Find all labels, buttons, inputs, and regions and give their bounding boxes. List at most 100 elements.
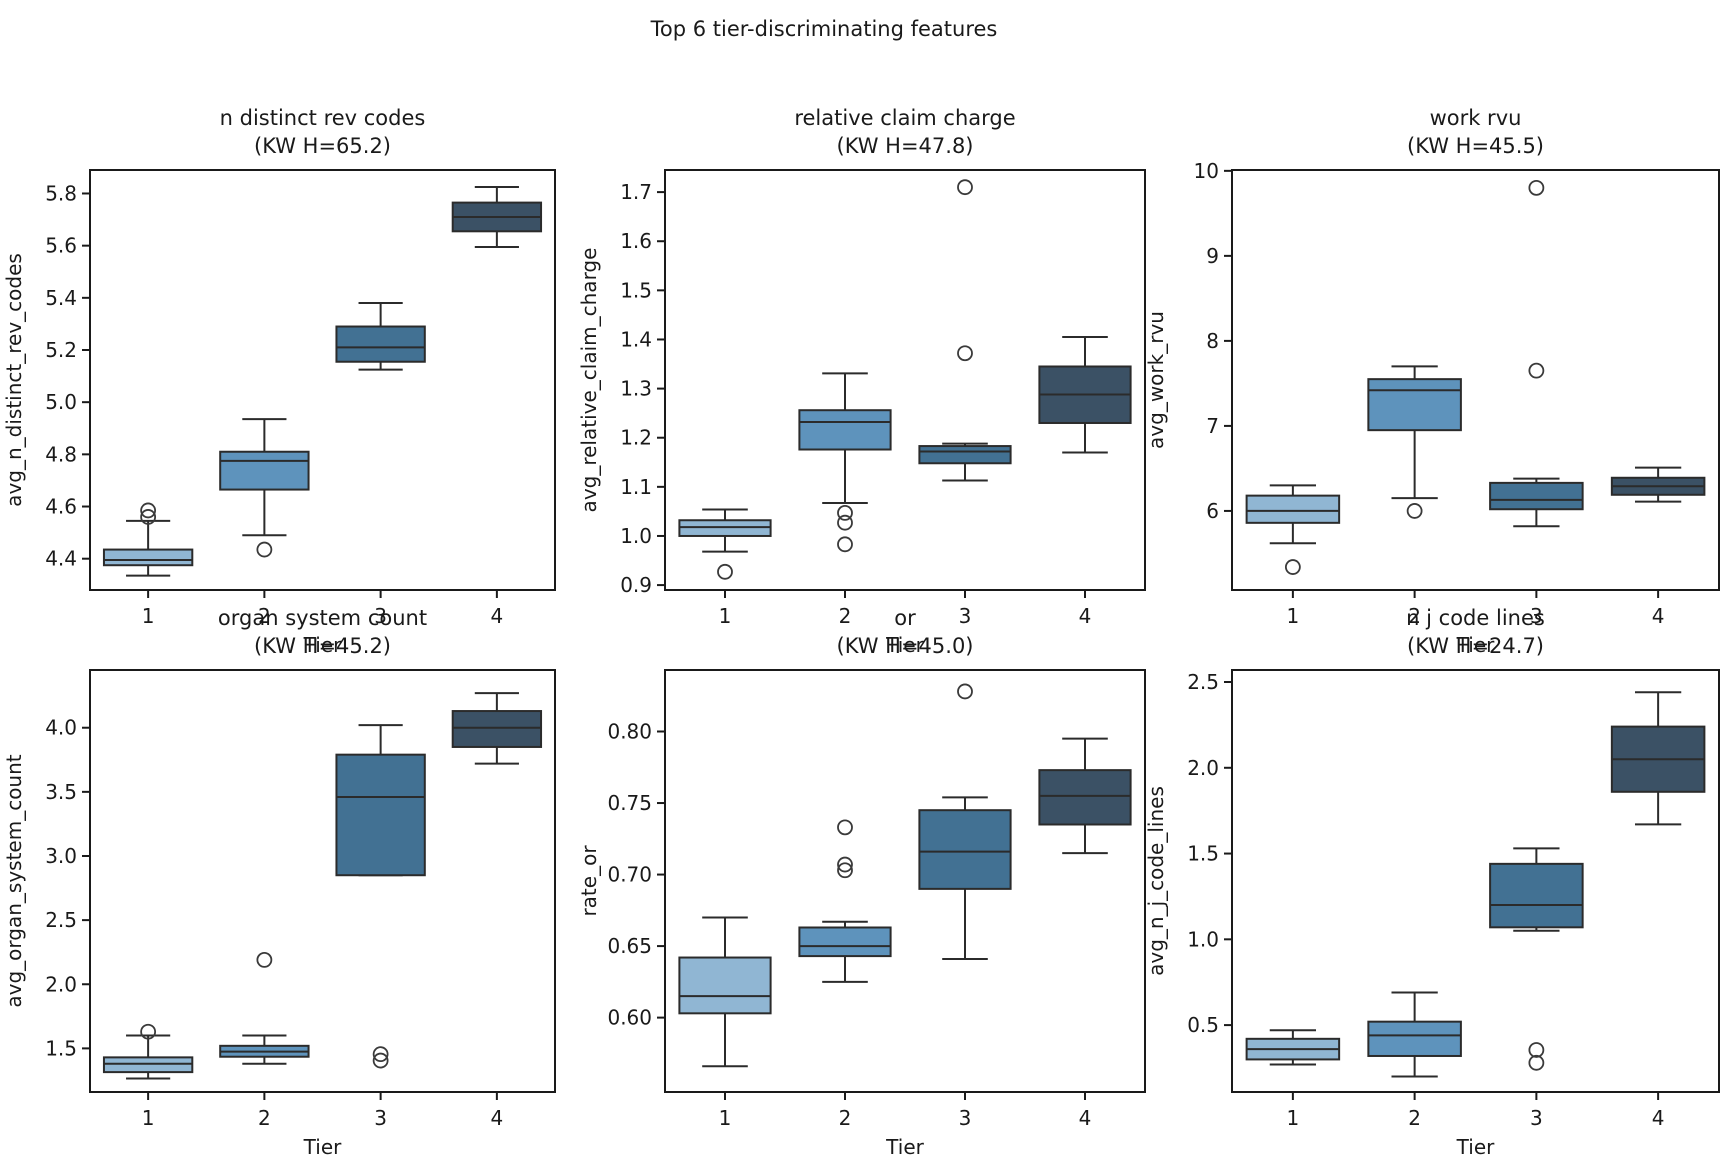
subplot-or: 0.60 0.65 0.70 0.75 0.80 1 2 3 4 Tier rate_or or (KW…: [577, 606, 1146, 1159]
figure-title: Top 6 tier-discriminating features: [650, 17, 998, 41]
x-axis-label: Tier: [885, 633, 924, 657]
box: [102, 548, 194, 567]
axes-frame: [89, 169, 556, 591]
outlier-point: [837, 856, 853, 873]
y-tick-label: 4.0: [45, 716, 77, 740]
outlier-point: [957, 179, 973, 196]
x-tick-label: 4: [491, 604, 504, 628]
box: [678, 956, 772, 1015]
y-axis-label: avg_work_rvu: [1144, 311, 1168, 449]
x-tick-label: 4: [1079, 604, 1092, 628]
x-tick-label: 3: [959, 604, 972, 628]
y-tick-label: 9: [1206, 244, 1219, 268]
boxplot-tier-2: [219, 418, 310, 558]
y-tick-label: 5.6: [45, 234, 77, 258]
outlier-point: [1528, 1054, 1545, 1071]
boxplot-tier-4: [451, 692, 543, 765]
subplot-title-line1: work rvu: [1430, 106, 1522, 130]
boxplot-tier-4: [451, 185, 543, 248]
outlier-point: [1528, 179, 1545, 196]
y-tick-label: 5.0: [45, 390, 77, 414]
x-tick-label: 2: [1408, 604, 1421, 628]
y-tick-label: 2.0: [1187, 756, 1219, 780]
x-tick-label: 2: [258, 1106, 271, 1130]
boxplot-tier-2: [1367, 991, 1462, 1078]
y-tick-label: 4.4: [45, 547, 77, 571]
boxplot-tier-4: [1610, 691, 1706, 826]
outlier-point: [256, 541, 273, 558]
boxplot-tier-3: [918, 683, 1012, 960]
x-tick-label: 2: [1408, 1106, 1421, 1130]
boxplot-tier-2: [798, 819, 892, 983]
y-tick-label: 0.70: [607, 863, 652, 887]
outlier-point: [957, 345, 973, 362]
y-axis-label: avg_organ_system_count: [2, 754, 26, 1007]
boxplot-tier-1: [102, 502, 194, 577]
x-tick-label: 4: [1079, 1106, 1092, 1130]
boxplot-tier-1: [678, 508, 772, 580]
boxplot-tier-3: [1489, 847, 1584, 1071]
y-axis-label: rate_or: [577, 845, 601, 917]
boxplot-tier-4: [1038, 737, 1132, 855]
y-tick-label: 0.65: [607, 934, 652, 958]
box: [451, 710, 543, 748]
y-tick-label: 5.8: [45, 181, 77, 205]
outlier-point: [837, 514, 853, 531]
outlier-point: [140, 509, 157, 525]
x-axis-label: Tier: [303, 1135, 342, 1159]
x-tick-label: 3: [959, 1106, 972, 1130]
subplot-title-line2: (KW H=47.8): [837, 134, 974, 158]
outlier-point: [1284, 559, 1301, 575]
y-tick-label: 1.5: [1187, 842, 1219, 866]
box: [1038, 769, 1132, 826]
x-tick-label: 4: [1652, 604, 1665, 628]
subplot-n-distinct-rev-codes: 4.4 4.6 4.8 5.0 5.2 5.4 5.6 5.8 1 2 3 4 Tier avg_n_di…: [2, 106, 556, 657]
outlier-point: [372, 1052, 389, 1069]
y-tick-label: 5.2: [45, 338, 77, 362]
box: [335, 753, 426, 877]
x-axis-label: Tier: [1456, 1135, 1495, 1159]
x-tick-label: 1: [719, 604, 732, 628]
y-tick-label: 1.5: [45, 1036, 77, 1060]
x-tick-label: 1: [719, 1106, 732, 1130]
y-tick-label: 10: [1194, 159, 1219, 183]
y-tick-label: 4.8: [45, 442, 77, 466]
y-tick-label: 1.3: [620, 377, 652, 401]
subplot-title-line2: (KW H=45.2): [254, 634, 391, 658]
subplot-title-line1: n distinct rev codes: [220, 106, 426, 130]
x-tick-label: 3: [1530, 604, 1543, 628]
x-tick-label: 1: [1287, 1106, 1300, 1130]
boxplot-tier-3: [335, 302, 426, 371]
axes-frame: [664, 669, 1146, 1093]
x-tick-label: 1: [1287, 604, 1300, 628]
subplot-title-line1: relative claim charge: [794, 106, 1015, 130]
y-tick-label: 1.0: [1187, 927, 1219, 951]
y-tick-label: 0.60: [607, 1006, 652, 1030]
outlier-point: [717, 563, 733, 580]
box: [918, 809, 1012, 890]
y-tick-label: 3.5: [45, 780, 77, 804]
subplot-n-j-code-lines: 0.5 1.0 1.5 2.0 2.5 1 2 3 4 Tier avg_n_j_code_line…: [1144, 606, 1720, 1159]
x-tick-label: 3: [374, 1106, 387, 1130]
y-tick-label: 1.0: [620, 524, 652, 548]
y-tick-label: 1.4: [620, 327, 652, 351]
boxplot-tier-2: [219, 951, 310, 1065]
boxplot-tier-3: [335, 724, 426, 1069]
y-tick-label: 3.0: [45, 844, 77, 868]
y-tick-label: 8: [1206, 329, 1219, 353]
subplot-title-line1: or: [894, 606, 916, 630]
y-tick-label: 5.4: [45, 286, 77, 310]
x-tick-label: 2: [839, 604, 852, 628]
outlier-point: [957, 683, 973, 700]
x-tick-label: 2: [258, 604, 271, 628]
subplot-title-line1: n j code lines: [1406, 606, 1545, 630]
y-tick-label: 7: [1206, 414, 1219, 438]
box: [798, 926, 892, 958]
y-tick-label: 1.5: [620, 278, 652, 302]
y-tick-label: 2.0: [45, 972, 77, 996]
x-tick-label: 4: [1652, 1106, 1665, 1130]
outlier-point: [837, 504, 853, 521]
y-tick-label: 1.6: [620, 229, 652, 253]
subplot-relative-claim-charge: 0.9 1.0 1.1 1.2 1.3 1.4 1.5 1.6 1.7 1 2 3 4 Tier avg_r…: [577, 106, 1146, 657]
boxplot-tier-2: [798, 372, 892, 553]
